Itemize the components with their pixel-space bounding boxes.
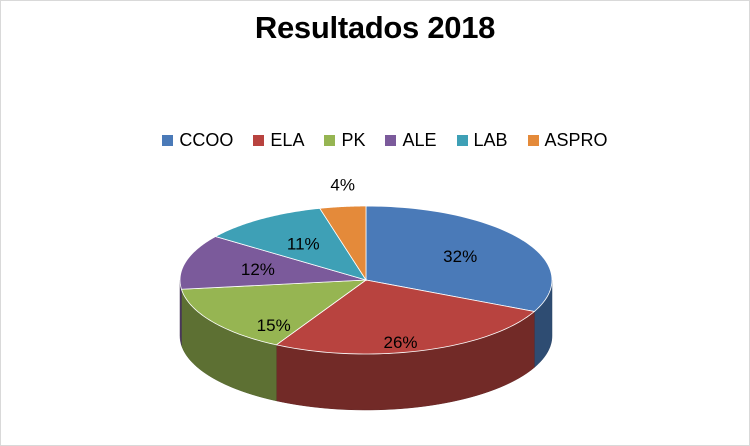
legend-swatch <box>527 134 539 146</box>
chart-legend: CCOO ELA PK ALE LAB ASPRO <box>150 126 620 154</box>
legend-item-ccoo: CCOO <box>162 130 233 151</box>
legend-label: CCOO <box>179 129 234 150</box>
data-label-pk: 15% <box>257 316 291 335</box>
pie-slice-ale <box>179 236 367 290</box>
legend-label: ASPRO <box>544 129 608 150</box>
legend-label: PK <box>341 129 366 150</box>
legend-swatch <box>456 134 468 146</box>
legend-item-ela: ELA <box>253 130 304 151</box>
legend-item-pk: PK <box>324 130 365 151</box>
data-label-ale: 12% <box>241 260 275 279</box>
data-label-lab: 11% <box>287 234 320 253</box>
legend-item-lab: LAB <box>456 129 508 151</box>
legend-item-aspro: ASPRO <box>527 129 608 151</box>
pie-slice-lab <box>214 207 367 281</box>
legend-swatch <box>385 134 397 146</box>
legend-swatch <box>324 134 336 146</box>
data-labels: 32% 26% 15% 12% 11% 4% <box>241 176 477 353</box>
data-label-aspro: 4% <box>330 176 355 195</box>
legend-label: ELA <box>270 129 305 150</box>
legend-label: ALE <box>402 129 437 150</box>
data-label-ccoo: 32% <box>443 247 477 266</box>
pie-top <box>179 205 553 355</box>
legend-swatch <box>162 134 174 146</box>
legend-swatch <box>253 134 265 146</box>
legend-item-ale: ALE <box>385 129 437 151</box>
pie-slice-aspro <box>319 205 367 282</box>
pie-slice-ccoo <box>365 205 553 312</box>
pie-slice-pk <box>180 279 368 346</box>
legend-label: LAB <box>473 129 508 150</box>
chart-title: Resultados 2018 <box>254 10 496 45</box>
data-label-ela: 26% <box>383 333 417 352</box>
